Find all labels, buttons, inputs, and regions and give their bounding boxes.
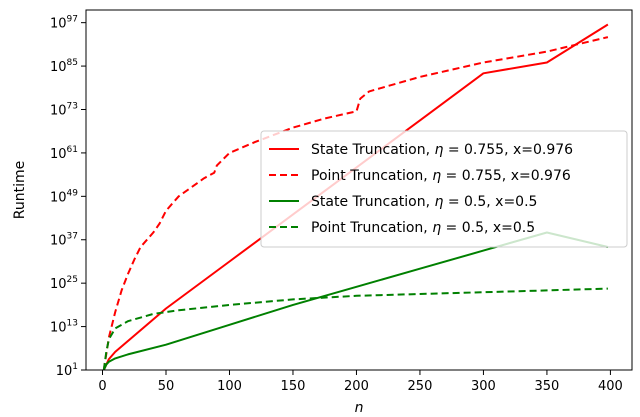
- x-tick-label: 350: [535, 379, 560, 394]
- y-tick-label: 1037: [50, 232, 78, 249]
- series-line-4: [102, 287, 608, 371]
- x-axis-label: n: [355, 400, 364, 416]
- legend-box: [260, 130, 628, 248]
- y-tick-label: 1025: [50, 275, 78, 292]
- legend-label-1: State Truncation, η = 0.755, x=0.976: [311, 142, 573, 158]
- series-line-3: [102, 231, 609, 371]
- y-tick-label: 1061: [50, 145, 78, 162]
- legend-label-3: State Truncation, η = 0.5, x=0.5: [311, 194, 537, 210]
- x-tick-label: 300: [471, 379, 496, 394]
- y-tick-label: 101: [56, 362, 78, 379]
- y-tick-label: 1097: [50, 15, 78, 32]
- legend-label-4: Point Truncation, η = 0.5, x=0.5: [311, 220, 535, 236]
- legend-label-2: Point Truncation, η = 0.755, x=0.976: [311, 168, 571, 184]
- x-tick-label: 100: [217, 379, 242, 394]
- x-tick-label: 0: [98, 379, 106, 394]
- x-axis-ticks: 0 50 100 150 200 250 300 350 400: [98, 370, 623, 394]
- x-tick-label: 200: [344, 379, 369, 394]
- x-tick-label: 150: [281, 379, 306, 394]
- y-axis-ticks: 101 1013 1025 1037 1049 1061 1073 1085 1097: [50, 15, 86, 379]
- y-axis-label: Runtime: [12, 161, 28, 219]
- y-tick-label: 1073: [50, 101, 78, 118]
- series-line-2: [102, 36, 609, 371]
- x-tick-label: 400: [598, 379, 623, 394]
- legend: State Truncation, η = 0.755, x=0.976 Poin…: [260, 130, 628, 248]
- x-tick-label: 250: [408, 379, 433, 394]
- y-tick-label: 1085: [50, 58, 78, 75]
- x-tick-label: 50: [158, 379, 175, 394]
- y-tick-label: 1013: [50, 319, 78, 336]
- plot-frame: [85, 9, 633, 371]
- y-tick-label: 1049: [50, 188, 78, 205]
